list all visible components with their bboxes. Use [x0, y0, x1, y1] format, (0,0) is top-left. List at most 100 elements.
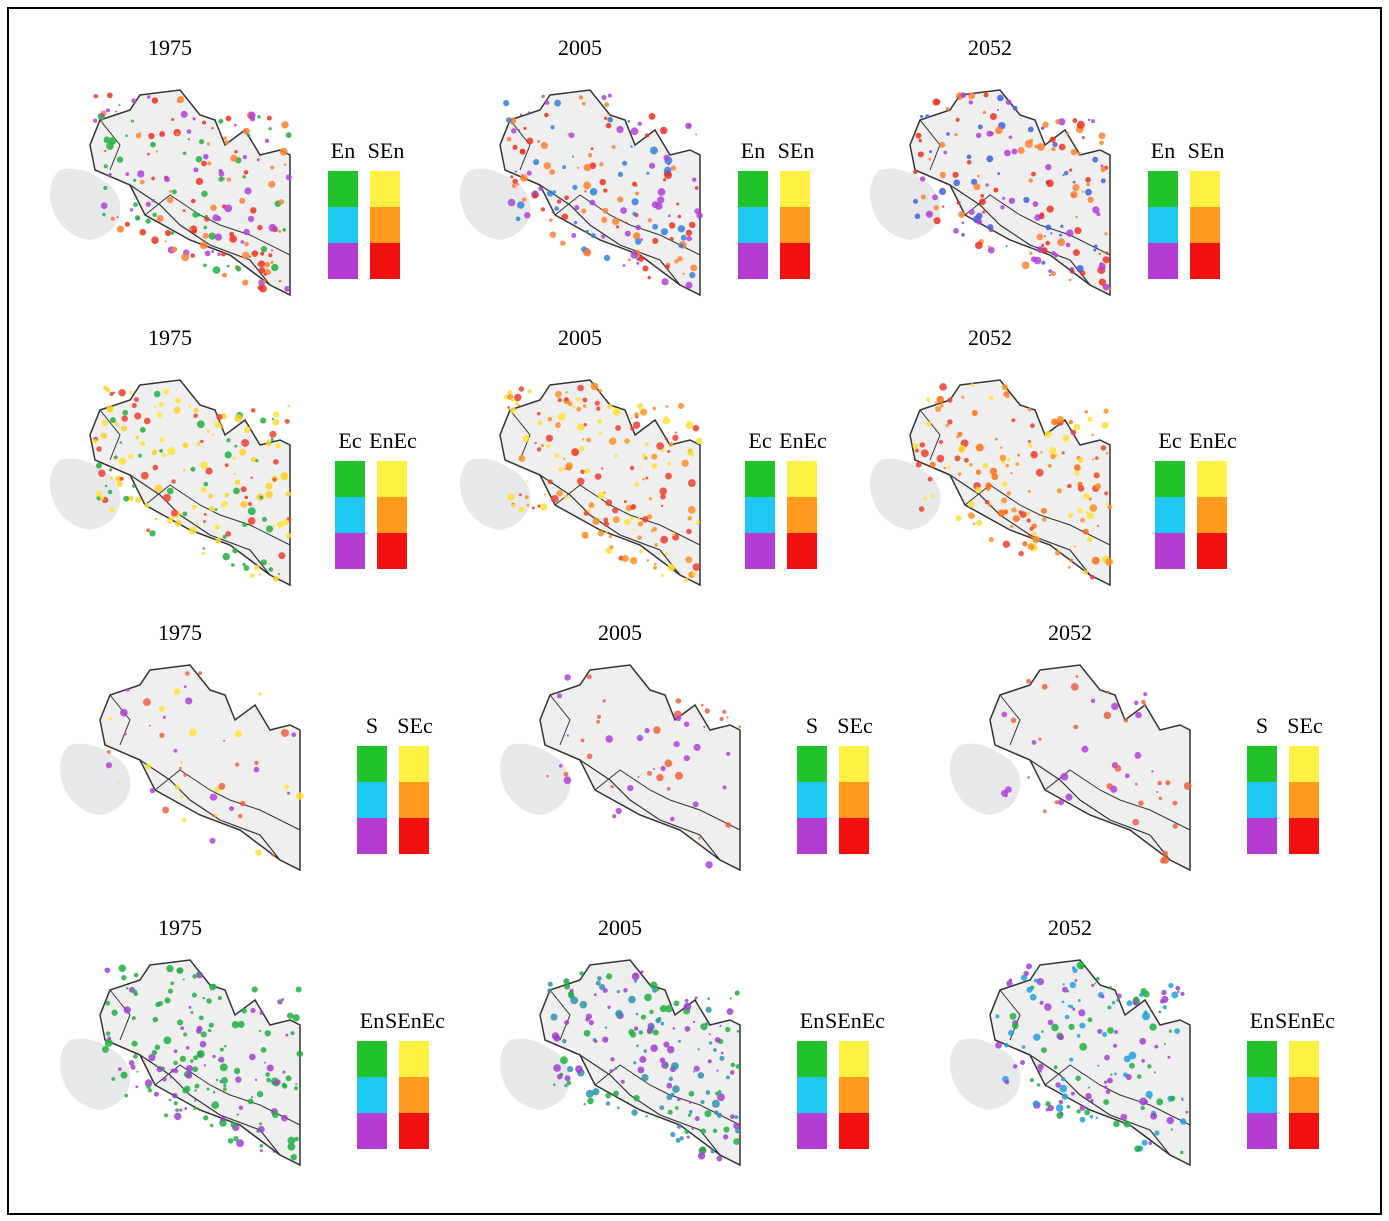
land-patch — [1088, 119, 1090, 121]
land-patch — [261, 559, 267, 565]
land-patch — [558, 467, 563, 472]
land-patch — [240, 501, 247, 508]
land-patch — [1078, 1009, 1085, 1016]
land-patch — [1076, 1109, 1080, 1113]
legend-swatch — [1247, 782, 1277, 818]
land-patch — [548, 982, 553, 987]
land-patch — [633, 1061, 636, 1064]
land-patch — [636, 262, 639, 265]
land-patch — [639, 549, 643, 553]
land-patch — [516, 217, 521, 222]
land-patch — [1127, 1000, 1133, 1006]
land-patch — [557, 1074, 563, 1080]
land-patch — [1111, 703, 1118, 710]
land-patch — [651, 454, 657, 460]
land-patch — [285, 419, 290, 424]
land-patch — [206, 998, 211, 1003]
land-patch — [558, 413, 566, 421]
land-patch — [548, 417, 553, 422]
land-patch — [216, 414, 222, 420]
land-patch — [174, 407, 181, 414]
land-patch — [599, 432, 602, 435]
land-patch — [1011, 418, 1015, 422]
land-patch — [625, 222, 627, 224]
land-patch — [278, 573, 280, 575]
legend-label: En — [331, 138, 355, 163]
land-patch — [270, 438, 273, 441]
land-patch — [637, 517, 640, 520]
land-patch — [614, 1067, 617, 1070]
land-patch — [1172, 801, 1177, 806]
land-patch — [174, 1049, 178, 1053]
land-patch — [933, 205, 938, 210]
land-patch — [1073, 725, 1078, 730]
land-patch — [254, 565, 260, 571]
land-patch — [635, 238, 641, 244]
land-patch — [637, 735, 643, 741]
land-patch — [544, 162, 551, 169]
land-patch — [1077, 121, 1085, 129]
land-patch — [249, 255, 251, 257]
land-patch — [520, 113, 522, 115]
land-patch — [1156, 791, 1158, 793]
land-patch — [154, 391, 161, 398]
land-patch — [218, 783, 225, 790]
land-patch — [678, 225, 685, 232]
land-patch — [251, 1096, 253, 1098]
land-patch — [287, 1012, 293, 1018]
land-patch — [606, 1101, 610, 1105]
land-patch — [716, 1070, 718, 1072]
land-patch — [640, 409, 647, 416]
land-patch — [1062, 435, 1069, 442]
legend-swatch — [780, 207, 810, 243]
land-patch — [202, 547, 205, 550]
land-patch — [205, 215, 208, 218]
land-patch — [1129, 1052, 1137, 1060]
land-patch — [196, 156, 203, 163]
land-patch — [674, 1000, 680, 1006]
land-patch — [1050, 232, 1052, 234]
land-patch — [1173, 823, 1178, 828]
land-patch — [204, 513, 207, 516]
land-patch — [1006, 245, 1008, 247]
legend-swatch — [745, 533, 775, 569]
land-patch — [1042, 684, 1048, 690]
legend-swatch — [1190, 171, 1220, 207]
land-patch — [1072, 966, 1076, 970]
land-patch — [587, 674, 592, 679]
land-patch — [560, 1056, 568, 1064]
land-patch — [726, 752, 730, 756]
land-patch — [202, 552, 205, 555]
land-patch — [596, 981, 601, 986]
land-patch — [1069, 168, 1072, 171]
land-patch — [612, 218, 619, 225]
land-patch — [708, 1059, 712, 1063]
land-patch — [194, 1099, 196, 1101]
land-patch — [630, 1032, 636, 1038]
land-patch — [187, 129, 192, 134]
land-patch — [146, 1085, 150, 1089]
land-patch — [660, 494, 666, 500]
land-patch — [1165, 780, 1170, 785]
land-patch — [221, 252, 226, 257]
land-patch — [1079, 1023, 1085, 1029]
land-patch — [656, 442, 664, 450]
land-patch — [1002, 712, 1008, 718]
land-patch — [265, 1072, 270, 1077]
land-patch — [1064, 171, 1068, 175]
land-patch — [102, 1046, 109, 1053]
land-patch — [583, 182, 591, 190]
land-patch — [258, 1126, 265, 1133]
land-patch — [1148, 1141, 1152, 1145]
land-patch — [1101, 178, 1106, 183]
land-patch — [564, 495, 568, 499]
land-patch — [699, 1146, 706, 1153]
land-patch — [203, 520, 206, 523]
land-patch — [555, 391, 562, 398]
land-patch — [997, 95, 1004, 102]
land-patch — [1099, 132, 1106, 139]
land-patch — [1055, 1082, 1061, 1088]
land-patch — [969, 209, 975, 215]
land-patch — [689, 222, 695, 228]
land-patch — [1008, 1030, 1014, 1036]
